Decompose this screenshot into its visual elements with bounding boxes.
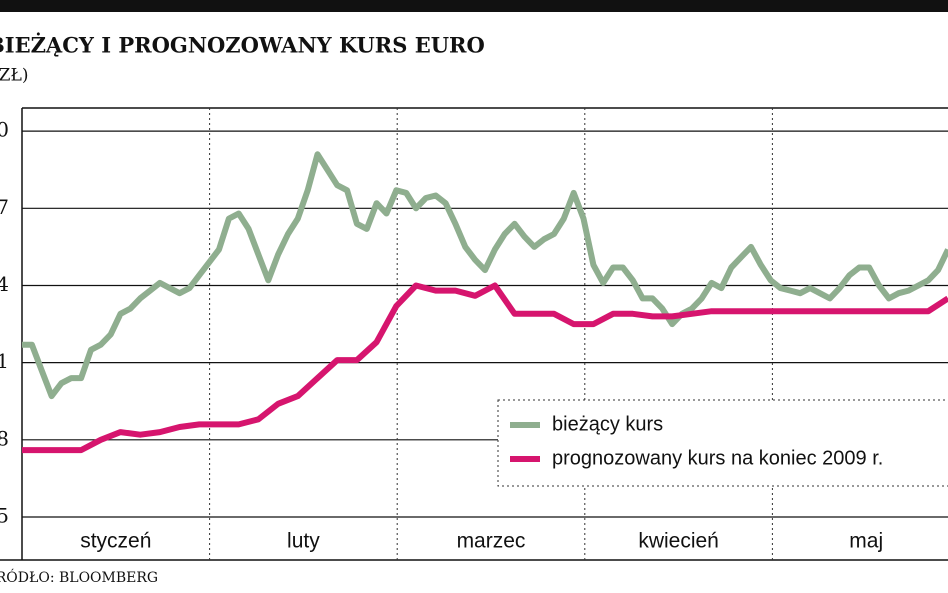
chart-title: BIEŻĄCY I PROGNOZOWANY KURS EURO [0, 33, 485, 58]
y-tick-label: 5,0 [0, 118, 9, 142]
x-tick-label: luty [287, 530, 320, 553]
legend-label: prognozowany kurs na koniec 2009 r. [552, 447, 883, 469]
source: ŹRÓDŁO: BLOOMBERG [0, 568, 158, 586]
legend-box [497, 399, 948, 487]
data-line [22, 282, 948, 454]
legend-label: bieżący kurs [552, 413, 663, 435]
chart-subtitle: (ZŁ) [0, 66, 28, 86]
x-tick-label: styczeń [80, 530, 151, 553]
y-tick-label: 4,4 [0, 272, 9, 296]
x-tick-label: marzec [457, 530, 526, 553]
y-tick-label: 4,7 [0, 195, 9, 219]
data-line [22, 151, 948, 400]
y-tick-label: 3,8 [0, 426, 9, 450]
y-tick-label: 3,5 [0, 504, 9, 528]
y-tick-label: 4,1 [0, 349, 9, 373]
top-bar [0, 0, 948, 12]
x-tick-label: maj [849, 530, 883, 553]
x-tick-label: kwiecień [638, 530, 719, 553]
